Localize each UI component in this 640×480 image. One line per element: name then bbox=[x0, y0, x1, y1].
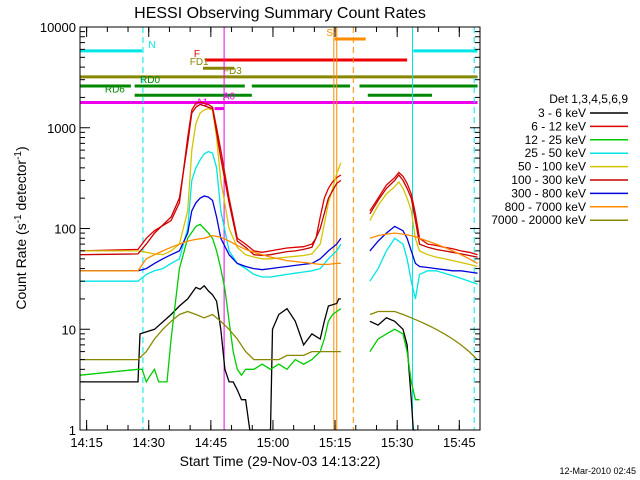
flags-layer: NSFFD1FD3RD0RD6A1A0 bbox=[80, 28, 478, 111]
series-line-12 bbox=[80, 195, 342, 272]
flag-label-n: N bbox=[148, 40, 155, 51]
flag-label-a0: A0 bbox=[223, 92, 236, 103]
legend-entry-label: 25 - 50 keV bbox=[525, 146, 586, 160]
footer-timestamp: 12-Mar-2010 02:45 bbox=[559, 466, 636, 476]
legend-entry-label: 6 - 12 keV bbox=[531, 119, 586, 133]
series-line-14 bbox=[80, 234, 341, 272]
flag-label-fd1: FD1 bbox=[190, 57, 209, 68]
series-line-2 bbox=[79, 101, 342, 253]
series-line-17 bbox=[369, 310, 478, 361]
series-line-1 bbox=[369, 317, 416, 431]
series-line-10 bbox=[79, 103, 342, 257]
x-tick-label: 15:45 bbox=[443, 435, 476, 450]
x-axis-label: Start Time (29-Nov-03 14:13:22) bbox=[180, 453, 381, 469]
series-layer bbox=[79, 101, 478, 431]
x-tick-label: 14:45 bbox=[195, 435, 228, 450]
series-line-4 bbox=[79, 223, 342, 384]
legend-entry-label: 800 - 7000 keV bbox=[505, 200, 586, 214]
series-line-15 bbox=[369, 232, 478, 264]
series-line-3 bbox=[369, 171, 478, 256]
legend-entry-label: 3 - 6 keV bbox=[538, 106, 586, 120]
series-line-11 bbox=[369, 173, 478, 258]
legend-entry-label: 300 - 800 keV bbox=[511, 186, 586, 200]
x-tick-label: 15:00 bbox=[257, 435, 290, 450]
y-tick-label: 10000 bbox=[40, 20, 76, 35]
x-tick-label: 14:30 bbox=[132, 435, 165, 450]
series-line-13 bbox=[369, 225, 478, 274]
series-line-8 bbox=[80, 107, 342, 260]
flag-label-s: S bbox=[326, 28, 333, 39]
y-tick-label: 100 bbox=[54, 222, 76, 237]
x-axis: 14:15 14:30 14:45 15:00 15:15 15:30 15:45 bbox=[70, 27, 481, 450]
y-tick-label: 1 bbox=[69, 423, 76, 438]
x-tick-label: 15:30 bbox=[381, 435, 414, 450]
vertical-markers bbox=[142, 27, 475, 430]
y-axis-label: Count Rate (s-1 detector-1) bbox=[13, 146, 29, 309]
legend-entry-label: 12 - 25 keV bbox=[525, 133, 586, 147]
x-tick-label: 15:15 bbox=[319, 435, 352, 450]
flag-label-rd0: RD0 bbox=[140, 75, 160, 86]
series-line-5 bbox=[369, 328, 420, 401]
legend-entry-label: 50 - 100 keV bbox=[518, 160, 586, 174]
y-axis: 1 10 100 1000 10000 bbox=[40, 20, 480, 438]
y-tick-label: 1000 bbox=[47, 121, 76, 136]
series-line-7 bbox=[369, 237, 478, 300]
legend-entry-label: 100 - 300 keV bbox=[511, 173, 586, 187]
series-line-6 bbox=[80, 150, 342, 282]
flag-label-f: F bbox=[194, 49, 200, 60]
legend-title: Det 1,3,4,5,6,9 bbox=[549, 92, 628, 106]
x-tick-label: 14:15 bbox=[70, 435, 103, 450]
y-tick-label: 10 bbox=[62, 322, 76, 337]
series-line-9 bbox=[369, 180, 478, 268]
flag-label-rd6: RD6 bbox=[105, 84, 125, 95]
legend-entry-label: 7000 - 20000 keV bbox=[491, 213, 586, 227]
series-line-0 bbox=[80, 284, 341, 431]
chart-title: HESSI Observing Summary Count Rates bbox=[134, 5, 426, 22]
flag-label-fd3: FD3 bbox=[223, 66, 242, 77]
series-line-16 bbox=[80, 310, 341, 361]
